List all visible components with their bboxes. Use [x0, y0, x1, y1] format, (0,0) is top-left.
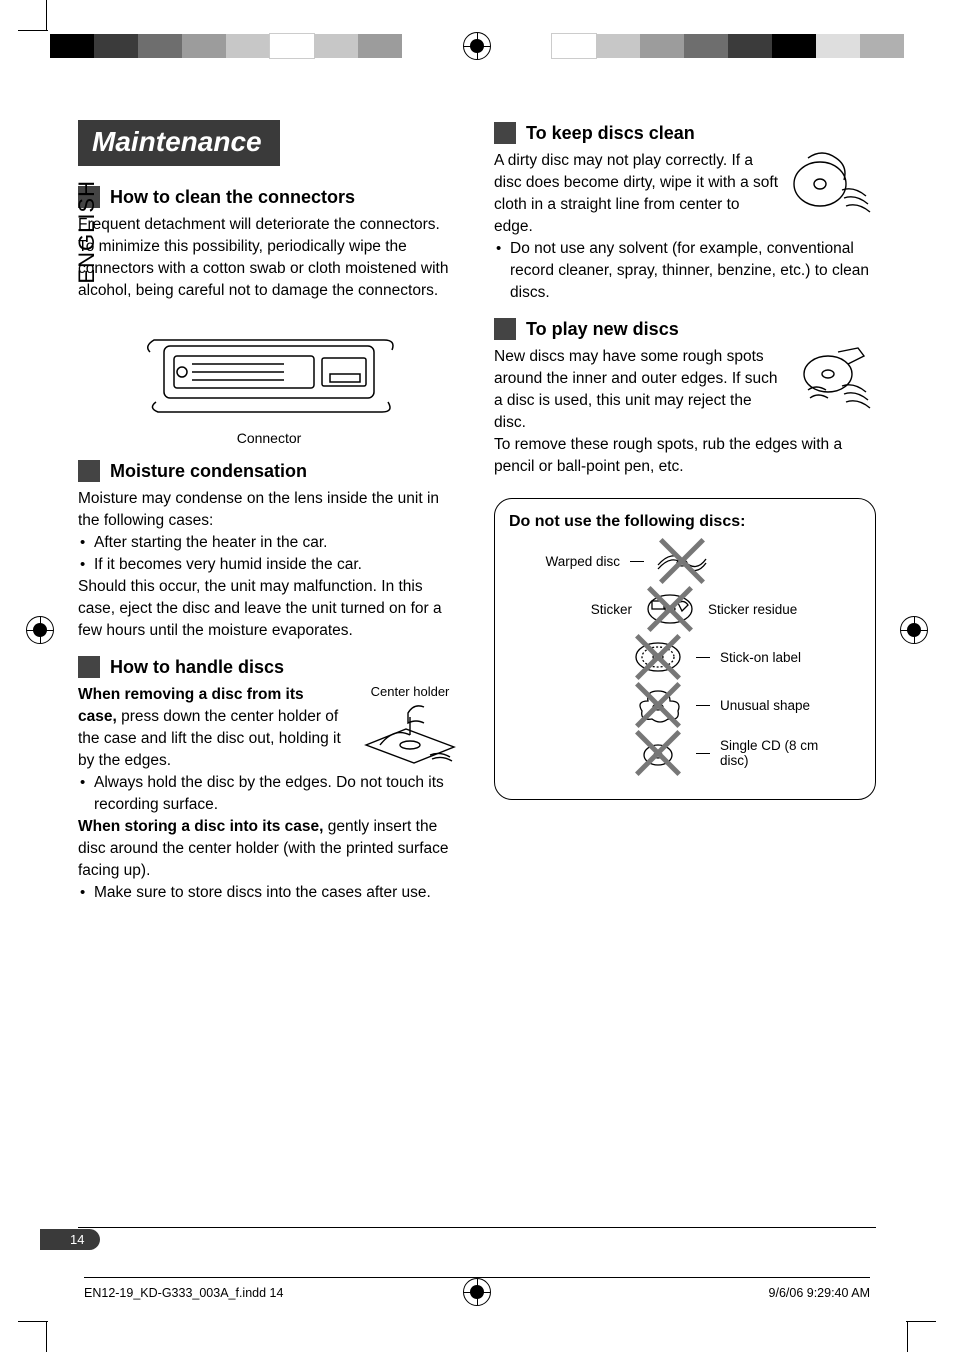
- label-disc-icon: [630, 637, 686, 677]
- list-item: Always hold the disc by the edges. Do no…: [78, 772, 460, 816]
- section-heading: To play new discs: [494, 318, 876, 340]
- bullet-list: Make sure to store discs into the cases …: [78, 882, 460, 904]
- section-title: Moisture condensation: [110, 461, 307, 482]
- bold-run: When storing a disc into its case,: [78, 818, 323, 835]
- item-label: Stick-on label: [720, 650, 840, 665]
- wipe-disc-figure: [788, 150, 876, 220]
- forbidden-disc-item: Unusual shape: [509, 685, 861, 725]
- bullet-list: Do not use any solvent (for example, con…: [494, 238, 876, 304]
- page-rule: [78, 1227, 876, 1228]
- list-item: If it becomes very humid inside the car.: [78, 554, 460, 576]
- forbidden-disc-item: Stick-on label: [509, 637, 861, 677]
- color-swatch: [182, 34, 226, 58]
- center-holder-figure: Center holder: [360, 684, 460, 769]
- section-title: How to clean the connectors: [110, 187, 355, 208]
- registration-mark-icon: [900, 618, 928, 644]
- disc-lift-illustration: [360, 699, 460, 769]
- sticker-disc-icon: [642, 589, 698, 629]
- disc-edge-figure: [788, 346, 876, 416]
- paragraph: A dirty disc may not play correctly. If …: [494, 150, 778, 238]
- footer-file: EN12-19_KD-G333_003A_f.indd 14: [84, 1286, 283, 1300]
- footer-timestamp: 9/6/06 9:29:40 AM: [769, 1286, 870, 1300]
- car-stereo-illustration: [134, 316, 404, 426]
- color-swatch: [860, 34, 904, 58]
- color-swatch: [50, 34, 94, 58]
- paragraph: When storing a disc into its case, gentl…: [78, 816, 460, 882]
- paragraph: New discs may have some rough spots arou…: [494, 346, 778, 434]
- section-heading: Moisture condensation: [78, 460, 460, 482]
- color-swatch: [138, 34, 182, 58]
- color-swatch: [772, 34, 816, 58]
- forbidden-disc-item: Warped disc: [509, 541, 861, 581]
- paragraph: Frequent detachment will deteriorate the…: [78, 214, 460, 302]
- paragraph: When removing a disc from its case, pres…: [78, 684, 346, 772]
- list-item: Do not use any solvent (for example, con…: [494, 238, 876, 304]
- registration-mark-icon: [26, 618, 54, 644]
- box-title: Do not use the following discs:: [509, 513, 861, 531]
- item-label: Unusual shape: [720, 698, 840, 713]
- list-item: After starting the heater in the car.: [78, 532, 460, 554]
- color-swatch: [314, 34, 358, 58]
- unusual-shape-disc-icon: [630, 685, 686, 725]
- paragraph: To remove these rough spots, rub the edg…: [494, 434, 876, 478]
- color-swatch: [94, 34, 138, 58]
- right-column: To keep discs clean A dirty disc may not…: [494, 120, 876, 904]
- color-swatch: [816, 34, 860, 58]
- section-bullet-icon: [78, 460, 100, 482]
- text-run: press down the center holder of the case…: [78, 708, 341, 769]
- print-footer: EN12-19_KD-G333_003A_f.indd 14 9/6/06 9:…: [84, 1286, 870, 1300]
- bullet-list: Always hold the disc by the edges. Do no…: [78, 772, 460, 816]
- color-swatch: [270, 34, 314, 58]
- warped-disc-icon: [654, 541, 710, 581]
- figure-caption: Center holder: [360, 684, 460, 699]
- print-color-bar: [0, 34, 954, 60]
- section-title: To play new discs: [526, 319, 679, 340]
- registration-mark-icon: [463, 32, 491, 60]
- color-swatch: [596, 34, 640, 58]
- item-label: Warped disc: [530, 554, 620, 569]
- section-heading: To keep discs clean: [494, 122, 876, 144]
- forbidden-disc-item: Sticker Sticker residue: [509, 589, 861, 629]
- color-swatch: [226, 34, 270, 58]
- forbidden-disc-item: Single CD (8 cm disc): [509, 733, 861, 773]
- color-swatch: [358, 34, 402, 58]
- figure-caption: Connector: [134, 430, 404, 446]
- paragraph: Moisture may condense on the lens inside…: [78, 488, 460, 532]
- color-swatch: [552, 34, 596, 58]
- color-swatch: [640, 34, 684, 58]
- section-title: How to handle discs: [110, 657, 284, 678]
- color-swatch: [728, 34, 772, 58]
- section-bullet-icon: [78, 656, 100, 678]
- list-item: Make sure to store discs into the cases …: [78, 882, 460, 904]
- section-bullet-icon: [494, 318, 516, 340]
- do-not-use-box: Do not use the following discs: Warped d…: [494, 498, 876, 800]
- section-title: To keep discs clean: [526, 123, 695, 144]
- section-heading: How to clean the connectors: [78, 186, 460, 208]
- section-heading: How to handle discs: [78, 656, 460, 678]
- page-content: ENGLISH Maintenance How to clean the con…: [78, 120, 876, 1232]
- language-tab: ENGLISH: [74, 180, 100, 284]
- page-title: Maintenance: [78, 120, 280, 166]
- section-bullet-icon: [494, 122, 516, 144]
- paragraph: Should this occur, the unit may malfunct…: [78, 576, 460, 642]
- item-label: Sticker: [542, 602, 632, 617]
- left-column: Maintenance How to clean the connectors …: [78, 120, 460, 904]
- color-swatch: [684, 34, 728, 58]
- disc-edge-illustration: [788, 346, 876, 416]
- item-label: Single CD (8 cm disc): [720, 738, 840, 768]
- connector-figure: Connector: [134, 316, 404, 446]
- small-cd-icon: [630, 733, 686, 773]
- page-number: 14: [40, 1229, 100, 1250]
- wipe-disc-illustration: [788, 150, 876, 220]
- bullet-list: After starting the heater in the car. If…: [78, 532, 460, 576]
- item-label: Sticker residue: [708, 602, 828, 617]
